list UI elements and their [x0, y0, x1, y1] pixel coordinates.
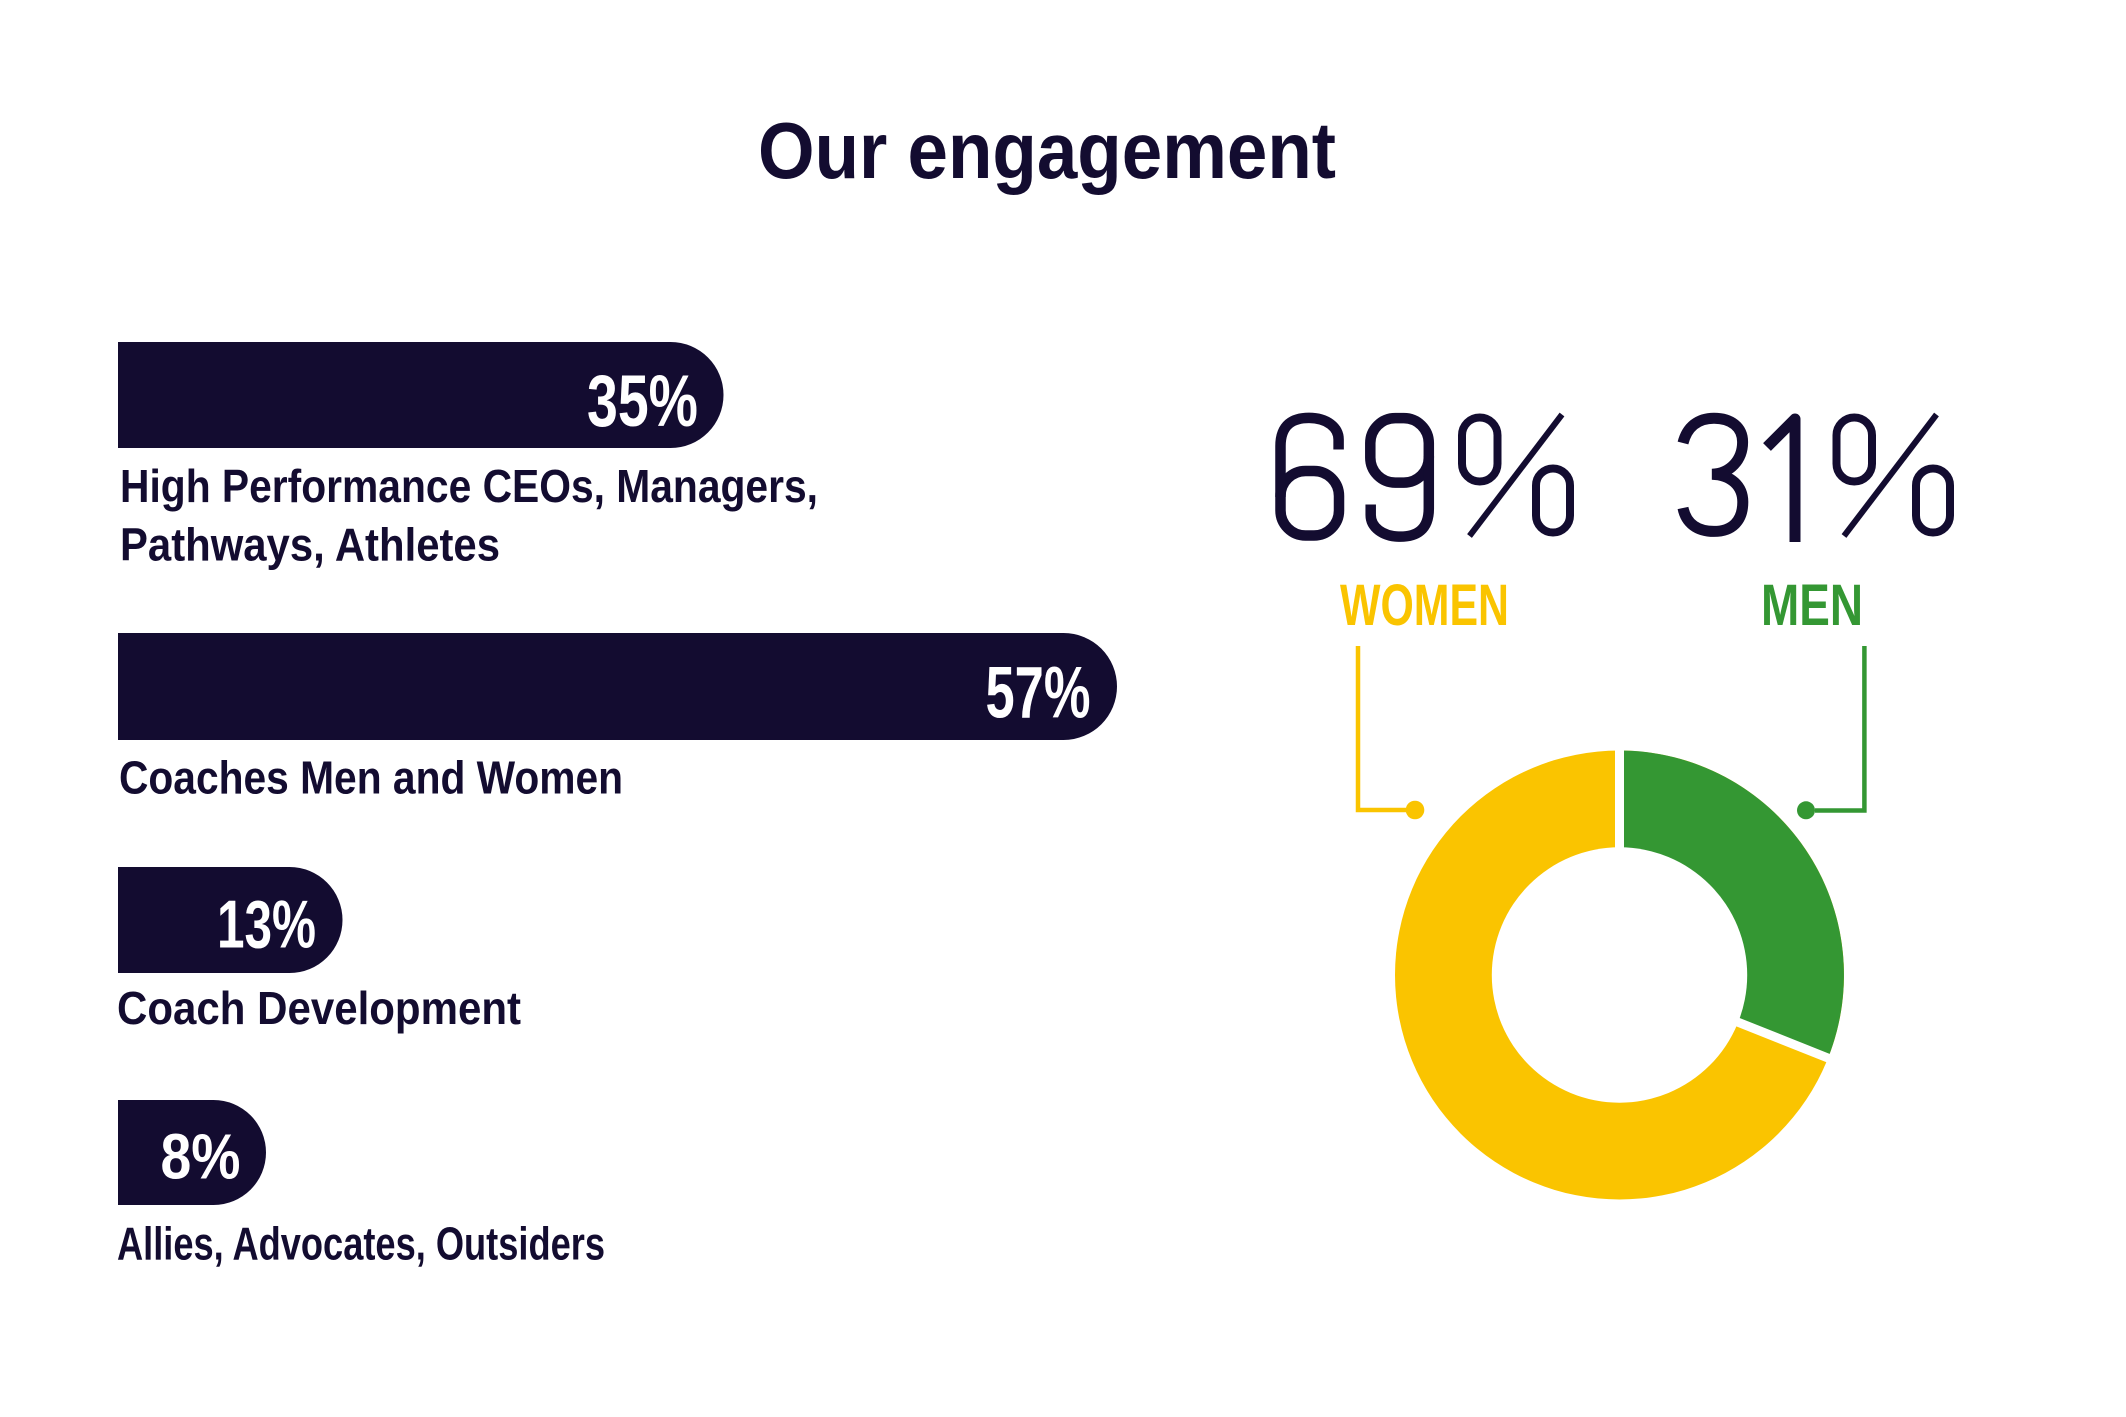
svg-text:Our engagement: Our engagement — [758, 106, 1336, 195]
svg-text:Coach Development: Coach Development — [117, 982, 521, 1034]
svg-text:57%: 57% — [986, 653, 1091, 734]
svg-text:Allies, Advocates, Outsiders: Allies, Advocates, Outsiders — [117, 1218, 605, 1270]
svg-text:High Performance CEOs, Manager: High Performance CEOs, Managers, — [120, 460, 818, 512]
svg-text:MEN: MEN — [1761, 573, 1863, 638]
svg-text:Pathways, Athletes: Pathways, Athletes — [120, 519, 500, 571]
svg-text:13%: 13% — [217, 887, 316, 963]
svg-text:Coaches Men and Women: Coaches Men and Women — [119, 751, 623, 803]
svg-text:35%: 35% — [587, 359, 698, 442]
svg-text:WOMEN: WOMEN — [1340, 573, 1509, 638]
svg-text:8%: 8% — [161, 1121, 241, 1193]
